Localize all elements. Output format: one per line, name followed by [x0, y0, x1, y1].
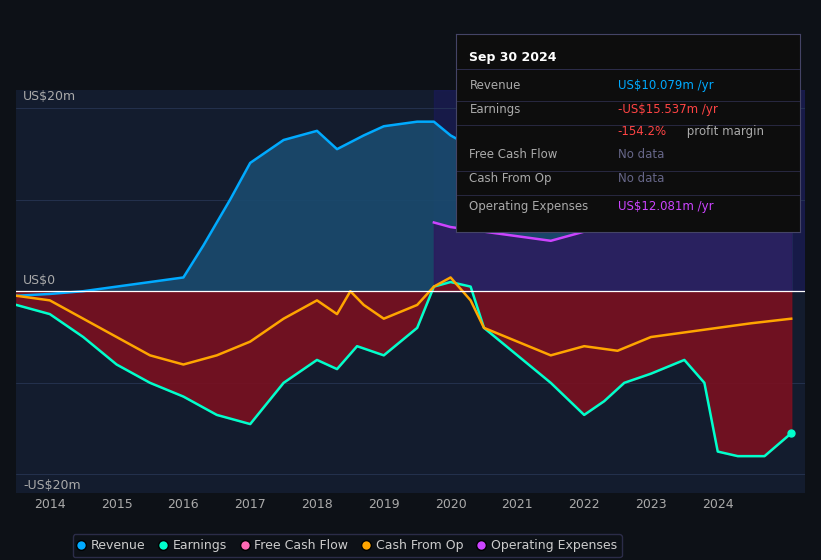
- Text: profit margin: profit margin: [683, 124, 764, 138]
- Text: Cash From Op: Cash From Op: [470, 172, 552, 185]
- Text: US$0: US$0: [23, 274, 56, 287]
- Text: Earnings: Earnings: [470, 102, 521, 116]
- Text: -US$20m: -US$20m: [23, 479, 80, 492]
- Text: US$20m: US$20m: [23, 90, 76, 104]
- Text: -US$15.537m /yr: -US$15.537m /yr: [617, 102, 718, 116]
- Text: No data: No data: [617, 172, 664, 185]
- Text: -154.2%: -154.2%: [617, 124, 667, 138]
- Text: Operating Expenses: Operating Expenses: [470, 200, 589, 213]
- Text: Revenue: Revenue: [470, 79, 521, 92]
- Text: US$12.081m /yr: US$12.081m /yr: [617, 200, 713, 213]
- Text: US$10.079m /yr: US$10.079m /yr: [617, 79, 713, 92]
- Text: No data: No data: [617, 148, 664, 161]
- Text: Free Cash Flow: Free Cash Flow: [470, 148, 557, 161]
- Text: Sep 30 2024: Sep 30 2024: [470, 51, 557, 64]
- Legend: Revenue, Earnings, Free Cash Flow, Cash From Op, Operating Expenses: Revenue, Earnings, Free Cash Flow, Cash …: [73, 534, 622, 557]
- Bar: [433, 90, 805, 291]
